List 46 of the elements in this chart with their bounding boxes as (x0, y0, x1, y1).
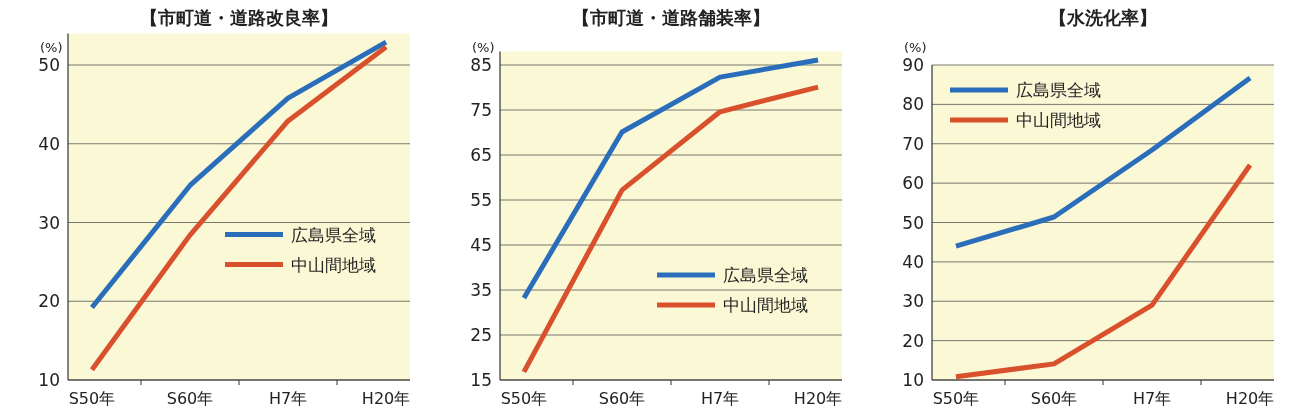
y-tick-label: 90 (902, 55, 924, 75)
y-tick-label: 60 (902, 173, 924, 194)
y-tick-label: 20 (38, 291, 60, 312)
y-tick-label: 25 (470, 325, 492, 345)
legend-label: 広島県全域 (291, 224, 376, 245)
y-tick-label: 75 (470, 100, 492, 120)
chart-title: 【市町道・道路改良率】 (140, 7, 338, 28)
legend-label: 中山間地域 (291, 254, 376, 275)
legend-label: 中山間地域 (1016, 110, 1101, 130)
x-tick-label: H7年 (700, 389, 740, 408)
y-tick-label: 30 (38, 212, 60, 233)
x-tick-label: H20年 (361, 389, 411, 408)
x-tick-label: S60年 (1030, 389, 1078, 408)
y-tick-label: 50 (902, 212, 924, 233)
legend-label: 中山間地域 (723, 295, 808, 315)
legend-label: 広島県全域 (1016, 80, 1101, 100)
y-tick-label: 50 (38, 55, 60, 75)
x-tick-label: S50年 (500, 389, 548, 408)
legend-label: 広島県全域 (723, 265, 808, 285)
x-tick-label: S60年 (598, 389, 646, 408)
x-tick-label: S60年 (166, 389, 214, 408)
y-tick-label: 85 (470, 55, 492, 75)
chart-title: 【水洗化率】 (1049, 7, 1157, 28)
y-axis-title: (%) (40, 40, 63, 55)
y-tick-label: 10 (902, 370, 924, 390)
x-tick-label: S50年 (932, 389, 980, 408)
y-tick-label: 40 (902, 251, 924, 272)
y-tick-label: 45 (470, 235, 492, 255)
y-tick-label: 30 (902, 291, 924, 312)
y-tick-label: 80 (902, 94, 924, 115)
y-tick-label: 65 (470, 145, 492, 165)
x-tick-label: H20年 (793, 389, 843, 408)
x-tick-label: S50年 (68, 389, 116, 408)
y-tick-label: 15 (470, 370, 492, 390)
y-tick-label: 35 (470, 280, 492, 300)
x-tick-label: H20年 (1225, 389, 1275, 408)
x-tick-label: H7年 (1132, 389, 1172, 408)
chart-title: 【市町道・道路舗装率】 (572, 7, 770, 28)
y-tick-label: 70 (902, 133, 924, 154)
y-tick-label: 55 (470, 190, 492, 210)
y-tick-label: 20 (902, 330, 924, 351)
y-axis-title: (%) (472, 40, 495, 55)
x-tick-label: H7年 (268, 389, 308, 408)
y-tick-label: 40 (38, 133, 60, 154)
y-axis-title: (%) (904, 40, 927, 55)
y-tick-label: 10 (38, 370, 60, 390)
